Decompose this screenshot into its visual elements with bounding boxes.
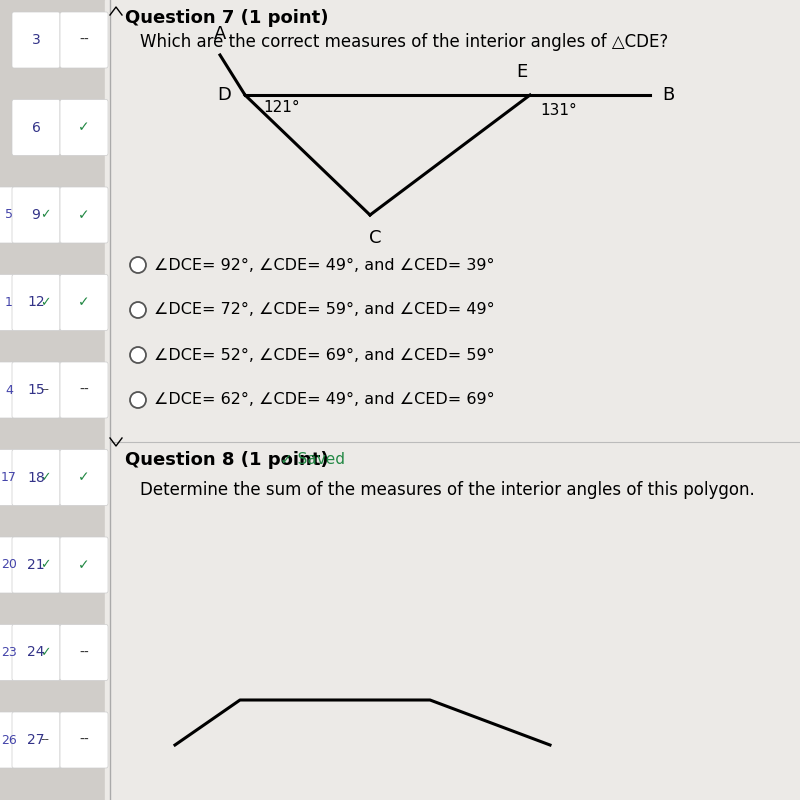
Text: --: -- xyxy=(79,383,89,397)
Text: ✓: ✓ xyxy=(78,208,90,222)
Text: 27: 27 xyxy=(27,733,45,747)
FancyBboxPatch shape xyxy=(12,450,60,506)
FancyBboxPatch shape xyxy=(12,537,60,593)
Text: 6: 6 xyxy=(31,121,41,134)
Circle shape xyxy=(130,257,146,273)
FancyBboxPatch shape xyxy=(0,450,28,506)
Text: 20: 20 xyxy=(1,558,17,571)
Text: 1: 1 xyxy=(5,296,13,309)
Text: ✓: ✓ xyxy=(40,471,50,484)
FancyBboxPatch shape xyxy=(26,450,64,506)
Circle shape xyxy=(130,347,146,363)
FancyBboxPatch shape xyxy=(26,362,64,418)
Text: ∠DCE= 72°, ∠CDE= 59°, and ∠CED= 49°: ∠DCE= 72°, ∠CDE= 59°, and ∠CED= 49° xyxy=(154,302,494,318)
FancyBboxPatch shape xyxy=(0,362,28,418)
FancyBboxPatch shape xyxy=(12,274,60,330)
Text: B: B xyxy=(662,86,674,104)
FancyBboxPatch shape xyxy=(60,187,108,243)
FancyBboxPatch shape xyxy=(26,187,64,243)
FancyBboxPatch shape xyxy=(0,537,28,593)
Circle shape xyxy=(130,392,146,408)
Text: E: E xyxy=(516,63,528,81)
Text: 5: 5 xyxy=(5,209,13,222)
FancyBboxPatch shape xyxy=(60,712,108,768)
Text: ∠DCE= 62°, ∠CDE= 49°, and ∠CED= 69°: ∠DCE= 62°, ∠CDE= 49°, and ∠CED= 69° xyxy=(154,393,494,407)
FancyBboxPatch shape xyxy=(60,274,108,330)
FancyBboxPatch shape xyxy=(12,625,60,681)
Text: --: -- xyxy=(79,733,89,747)
Text: 21: 21 xyxy=(27,558,45,572)
FancyBboxPatch shape xyxy=(0,187,28,243)
Text: 12: 12 xyxy=(27,295,45,310)
Text: 121°: 121° xyxy=(263,100,300,115)
FancyBboxPatch shape xyxy=(0,625,28,681)
Text: 9: 9 xyxy=(31,208,41,222)
Text: ✓: ✓ xyxy=(78,470,90,485)
Text: 24: 24 xyxy=(27,646,45,659)
Text: D: D xyxy=(217,86,231,104)
Text: 17: 17 xyxy=(1,471,17,484)
Text: ✓: ✓ xyxy=(40,646,50,659)
Text: 23: 23 xyxy=(1,646,17,659)
Text: --: -- xyxy=(79,646,89,659)
Text: ✓: ✓ xyxy=(78,295,90,310)
Bar xyxy=(0,0,105,800)
FancyBboxPatch shape xyxy=(26,274,64,330)
Bar xyxy=(105,0,800,800)
FancyBboxPatch shape xyxy=(12,712,60,768)
Text: 18: 18 xyxy=(27,470,45,485)
FancyBboxPatch shape xyxy=(26,712,64,768)
Text: ∠DCE= 52°, ∠CDE= 69°, and ∠CED= 59°: ∠DCE= 52°, ∠CDE= 69°, and ∠CED= 59° xyxy=(154,347,494,362)
Text: 3: 3 xyxy=(32,33,40,47)
Text: Question 7 (1 point): Question 7 (1 point) xyxy=(125,9,329,27)
Text: A: A xyxy=(214,25,226,43)
FancyBboxPatch shape xyxy=(0,274,28,330)
Text: Which are the correct measures of the interior angles of △CDE?: Which are the correct measures of the in… xyxy=(140,33,668,51)
Text: C: C xyxy=(369,229,382,247)
FancyBboxPatch shape xyxy=(12,362,60,418)
Circle shape xyxy=(130,302,146,318)
FancyBboxPatch shape xyxy=(12,99,60,155)
Text: ∠DCE= 92°, ∠CDE= 49°, and ∠CED= 39°: ∠DCE= 92°, ∠CDE= 49°, and ∠CED= 39° xyxy=(154,258,494,273)
Text: 131°: 131° xyxy=(540,103,577,118)
Text: --: -- xyxy=(41,383,50,397)
Text: Determine the sum of the measures of the interior angles of this polygon.: Determine the sum of the measures of the… xyxy=(140,481,754,499)
FancyBboxPatch shape xyxy=(60,12,108,68)
FancyBboxPatch shape xyxy=(60,362,108,418)
Text: 15: 15 xyxy=(27,383,45,397)
Text: ✓: ✓ xyxy=(40,296,50,309)
Text: 4: 4 xyxy=(5,383,13,397)
Text: ✓: ✓ xyxy=(78,558,90,572)
FancyBboxPatch shape xyxy=(26,537,64,593)
FancyBboxPatch shape xyxy=(12,187,60,243)
FancyBboxPatch shape xyxy=(12,12,60,68)
Text: --: -- xyxy=(79,33,89,47)
Text: 26: 26 xyxy=(1,734,17,746)
FancyBboxPatch shape xyxy=(0,712,28,768)
FancyBboxPatch shape xyxy=(26,625,64,681)
Text: ✓: ✓ xyxy=(78,121,90,134)
FancyBboxPatch shape xyxy=(60,537,108,593)
Text: ✓ Saved: ✓ Saved xyxy=(280,453,345,467)
FancyBboxPatch shape xyxy=(60,99,108,155)
Text: ✓: ✓ xyxy=(40,209,50,222)
Text: ✓: ✓ xyxy=(40,558,50,571)
FancyBboxPatch shape xyxy=(60,625,108,681)
Text: --: -- xyxy=(41,734,50,746)
Text: Question 8 (1 point): Question 8 (1 point) xyxy=(125,451,329,469)
FancyBboxPatch shape xyxy=(60,450,108,506)
